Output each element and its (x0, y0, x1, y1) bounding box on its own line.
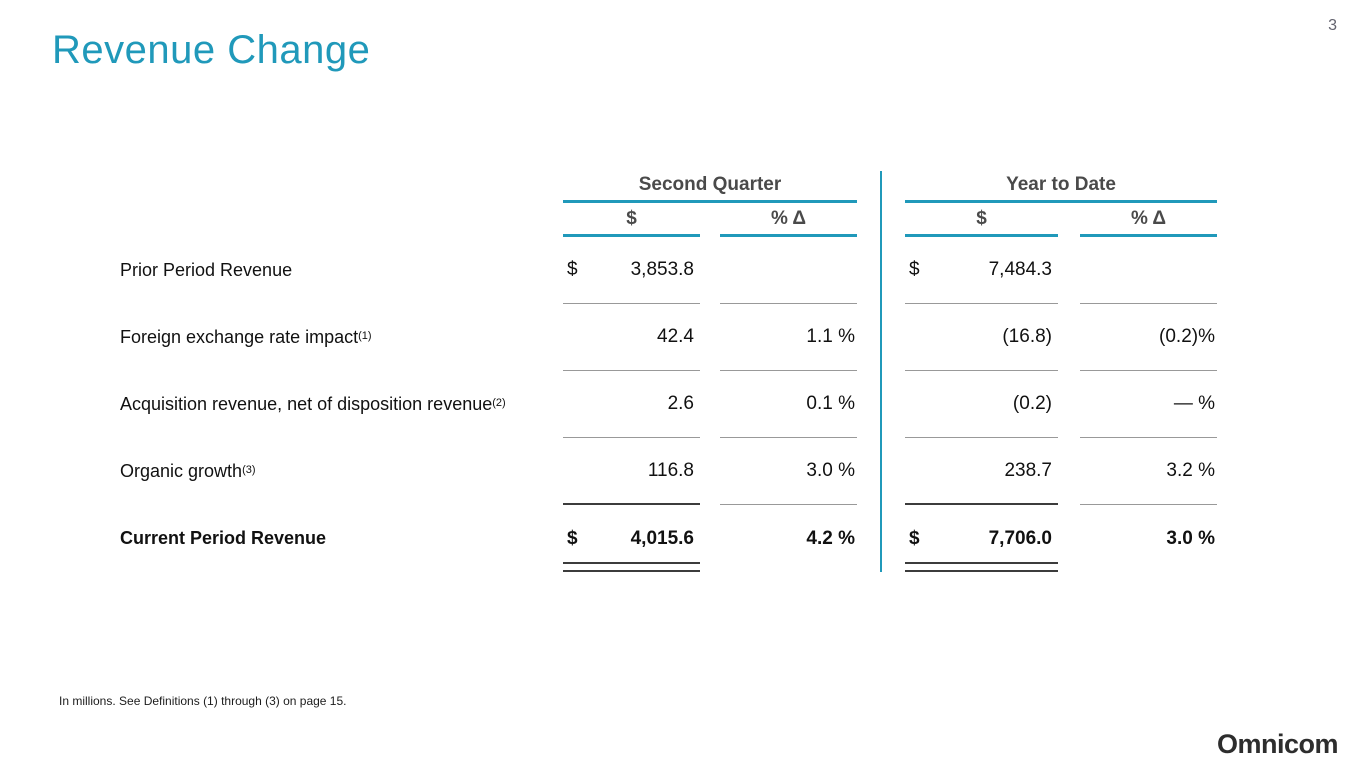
subheader-ytd-dollar: $ (905, 203, 1058, 237)
row-label: Current Period Revenue (120, 528, 327, 548)
row-label: Acquisition revenue, net of disposition … (120, 394, 506, 414)
group-header-year-to-date: Year to Date (905, 170, 1217, 203)
cell-value: 2.6 (667, 393, 694, 414)
cell-ytd-dollar: $7,706.0 (905, 505, 1058, 572)
cell-value: 4,015.6 (630, 527, 694, 549)
omnicom-logo: Omnicom (1216, 729, 1339, 759)
cell-value: 238.7 (1004, 459, 1052, 481)
cell-ytd-pct: — % (1080, 371, 1217, 438)
table-subheader-row: $ % Δ $ % Δ (120, 203, 1220, 237)
cell-ytd-pct: (0.2)% (1080, 304, 1217, 371)
cell-sq-pct: 1.1 % (720, 304, 857, 371)
currency-symbol: $ (567, 527, 578, 549)
cell-value: 7,484.3 (988, 259, 1052, 280)
cell-sq-dollar: 42.4 (563, 304, 700, 371)
subheader-sq-dollar: $ (563, 203, 700, 237)
cell-value: 42.4 (657, 326, 694, 347)
subheader-sq-pct-delta: % Δ (720, 203, 857, 237)
revenue-change-table: Second Quarter Year to Date $ % Δ $ % Δ … (120, 170, 1220, 572)
double-underline (905, 562, 1058, 572)
cell-ytd-dollar: 238.7 (905, 438, 1058, 505)
cell-value: 116.8 (647, 459, 694, 481)
cell-sq-dollar: 116.8 (563, 438, 700, 505)
cell-sq-dollar: 2.6 (563, 371, 700, 438)
cell-ytd-pct (1080, 237, 1217, 304)
table-row: Prior Period Revenue $3,853.8 $7,484.3 (120, 237, 1220, 304)
table-row: Acquisition revenue, net of disposition … (120, 371, 1220, 438)
table-row: Organic growth (3) 116.8 3.0 % 238.7 3.2 … (120, 438, 1220, 505)
cell-ytd-pct: 3.2 % (1080, 438, 1217, 505)
cell-sq-pct: 0.1 % (720, 371, 857, 438)
cell-value: 3.0 % (806, 460, 855, 481)
cell-value: 3,853.8 (630, 259, 694, 280)
cell-value: 1.1 % (806, 326, 855, 347)
cell-ytd-dollar: (0.2) (905, 371, 1058, 438)
row-label: Prior Period Revenue (120, 260, 293, 280)
cell-ytd-pct: 3.0 % (1080, 505, 1217, 572)
table-group-header-row: Second Quarter Year to Date (120, 170, 1220, 203)
group-header-second-quarter: Second Quarter (563, 170, 857, 203)
cell-sq-pct: 3.0 % (720, 438, 857, 505)
page-title: Revenue Change (52, 28, 371, 72)
currency-symbol: $ (909, 527, 920, 549)
cell-ytd-dollar: (16.8) (905, 304, 1058, 371)
currency-symbol: $ (567, 259, 578, 280)
currency-symbol: $ (909, 259, 920, 280)
cell-value: 4.2 % (806, 527, 855, 549)
cell-sq-dollar: $4,015.6 (563, 505, 700, 572)
cell-value: 3.0 % (1166, 527, 1215, 549)
cell-ytd-dollar: $7,484.3 (905, 237, 1058, 304)
cell-value: — % (1173, 393, 1215, 414)
cell-sq-pct: 4.2 % (720, 505, 857, 572)
row-label: Foreign exchange rate impact (1) (120, 327, 372, 347)
cell-value: (0.2) (1012, 393, 1052, 414)
table-row-total: Current Period Revenue $4,015.6 4.2 % $7… (120, 505, 1220, 572)
row-label: Organic growth (3) (120, 461, 256, 481)
double-underline (563, 562, 700, 572)
page-number: 3 (1328, 17, 1337, 34)
cell-value: (16.8) (1002, 326, 1052, 347)
cell-value: 3.2 % (1166, 460, 1215, 481)
cell-value: 7,706.0 (988, 527, 1052, 549)
cell-value: 0.1 % (806, 393, 855, 414)
cell-sq-pct (720, 237, 857, 304)
cell-value: (0.2)% (1159, 326, 1215, 347)
cell-sq-dollar: $3,853.8 (563, 237, 700, 304)
table-row: Foreign exchange rate impact (1) 42.4 1.1… (120, 304, 1220, 371)
column-group-divider (880, 171, 882, 572)
footnote: In millions. See Definitions (1) through… (59, 694, 347, 708)
subheader-ytd-pct-delta: % Δ (1080, 203, 1217, 237)
